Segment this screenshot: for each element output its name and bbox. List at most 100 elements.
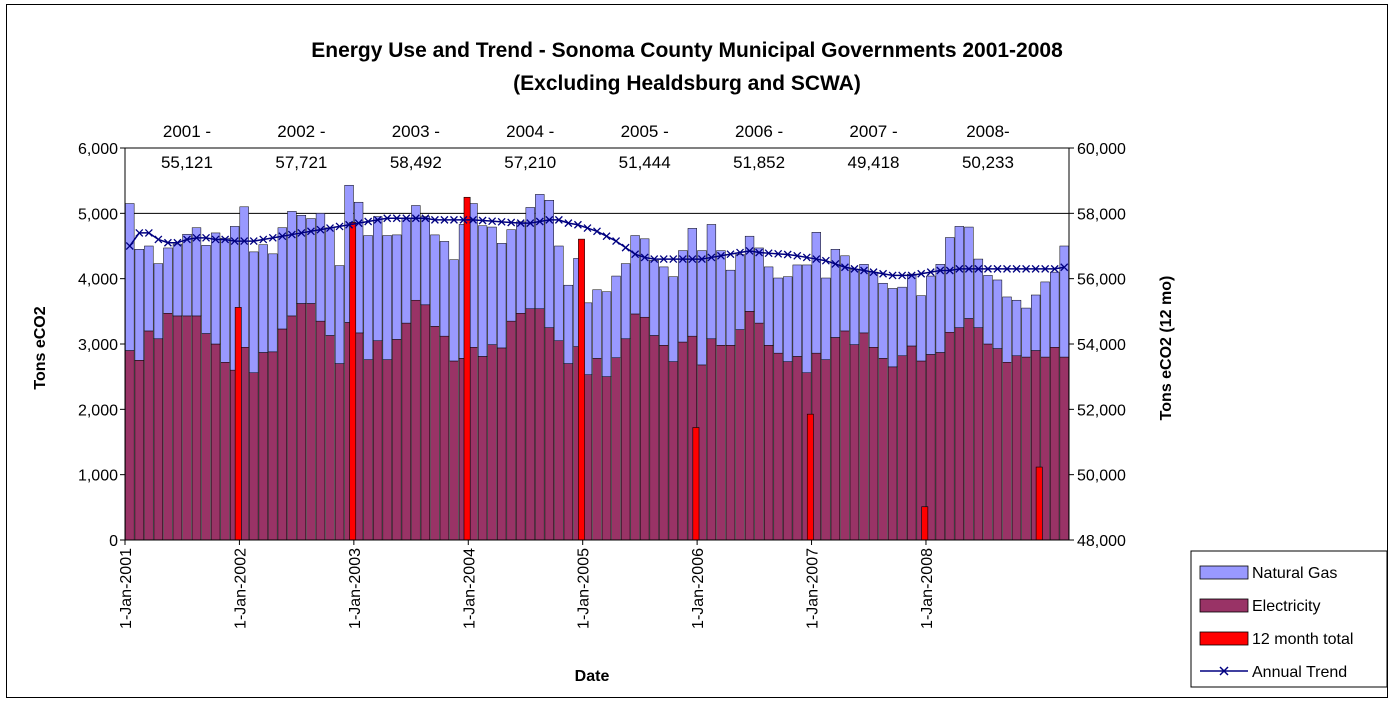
electricity-bar	[401, 322, 411, 541]
natural-gas-bar	[840, 255, 850, 332]
natural-gas-bar	[954, 226, 964, 328]
natural-gas-bar	[1040, 281, 1050, 358]
annual-trend-point	[793, 251, 802, 260]
y2-tick-label: 52,000	[1077, 402, 1126, 419]
natural-gas-bar	[315, 213, 326, 322]
annual-trend-point	[135, 228, 144, 237]
year-annotation-value: 55,121	[161, 153, 213, 172]
natural-gas-bar	[258, 244, 268, 353]
year-annotation-value: 58,492	[390, 153, 442, 172]
natural-gas-bar	[277, 227, 287, 330]
year-annotations: 2001 - 55,121 2002 - 57,721 2003 - 58,492 2004…	[161, 122, 1014, 172]
natural-gas-bar	[249, 251, 259, 373]
annual-trend-point	[840, 263, 849, 272]
legend-label-electricity: Electricity	[1252, 598, 1320, 615]
year-annotation-value: 51,444	[619, 153, 671, 172]
natural-gas-bar	[878, 282, 888, 359]
natural-gas-bar	[401, 218, 411, 324]
natural-gas-bar	[220, 237, 230, 363]
annual-trend-point	[221, 235, 230, 244]
electricity-bar	[296, 303, 307, 541]
twelve-month-total-bar	[463, 196, 471, 541]
natural-gas-bar	[373, 216, 383, 341]
y2-tick-label: 60,000	[1077, 141, 1126, 158]
electricity-bar	[907, 345, 917, 541]
annual-trend-point	[850, 264, 859, 273]
annual-trend-point	[983, 264, 992, 273]
legend-item-natural-gas: Natural Gas	[1199, 565, 1337, 582]
annual-trend-point	[430, 215, 439, 224]
electricity-bar	[983, 343, 993, 541]
annual-trend-point	[888, 271, 897, 280]
natural-gas-bar	[525, 207, 535, 309]
electricity-bar	[592, 358, 602, 541]
annual-trend-point	[860, 266, 868, 275]
natural-gas-bar	[811, 232, 821, 354]
natural-gas-bar	[306, 218, 316, 304]
chart-canvas: Energy Use and Trend - Sonoma County Mun…	[32, 39, 1388, 688]
electricity-bar	[487, 344, 497, 541]
annual-trend-point	[488, 217, 497, 226]
chart-title: Energy Use and Trend - Sonoma County Mun…	[311, 39, 1063, 62]
natural-gas-bar	[182, 233, 192, 317]
annual-trend-point	[802, 253, 811, 262]
x-tick-label: 1-Jan-2003	[347, 548, 364, 629]
legend-item-electricity: Electricity	[1199, 598, 1320, 615]
electricity-bar	[554, 340, 564, 541]
natural-gas-bar	[191, 227, 202, 317]
electricity-bar	[325, 335, 335, 541]
electricity-bar	[1021, 356, 1031, 541]
annual-trend-point	[1031, 264, 1040, 273]
natural-gas-bar	[554, 245, 564, 341]
twelve-month-total-bar	[921, 506, 929, 541]
electricity-bar	[544, 327, 554, 541]
annual-trend-point	[1060, 263, 1069, 272]
natural-gas-bar	[430, 234, 440, 327]
x-tick-label: 1-Jan-2001	[118, 548, 135, 629]
annual-trend-point	[354, 219, 363, 228]
electricity-bar	[945, 331, 955, 541]
electricity-bar	[620, 338, 631, 541]
natural-gas-bar	[134, 249, 144, 361]
electricity-bar	[134, 360, 144, 541]
x-tick-label: 1-Jan-2007	[805, 548, 822, 629]
annual-trend-point	[287, 230, 296, 239]
natural-gas-bar	[296, 215, 307, 304]
annual-trend-point	[774, 249, 783, 258]
natural-gas-bar	[640, 238, 650, 318]
electricity-bar	[258, 352, 268, 541]
electricity-bar	[640, 316, 650, 541]
electricity-bar	[277, 328, 287, 541]
annual-trend-point	[936, 266, 945, 275]
electricity-bar	[1050, 347, 1060, 541]
year-annotation-label: 2008-	[966, 122, 1009, 141]
annual-trend-point	[144, 228, 153, 237]
natural-gas-bar	[325, 227, 335, 336]
legend-marker-annual-trend	[1219, 666, 1229, 676]
annual-trend-point	[535, 217, 544, 226]
natural-gas-bar	[926, 275, 936, 355]
legend-swatch-natural-gas	[1199, 565, 1249, 580]
natural-gas-bar	[363, 235, 373, 360]
electricity-bar	[1011, 355, 1022, 541]
natural-gas-bar	[735, 254, 745, 330]
annual-trend-point	[573, 220, 582, 229]
electricity-bar	[973, 327, 984, 541]
y2-tick-label: 50,000	[1077, 468, 1126, 485]
annual-trend-point	[392, 214, 401, 223]
electricity-bar	[516, 313, 526, 541]
annual-trend-point	[659, 255, 668, 264]
annual-trend-point	[1022, 264, 1031, 273]
legend-label-natural-gas: Natural Gas	[1252, 565, 1337, 582]
annual-trend-point	[554, 215, 563, 224]
electricity-bar	[754, 322, 764, 541]
natural-gas-bar	[716, 250, 726, 346]
annual-trend-point	[783, 250, 792, 259]
annual-trend-point	[478, 216, 487, 225]
electricity-bar	[191, 315, 202, 541]
legend-item-12-month-total: 12 month total	[1199, 631, 1353, 648]
electricity-bar	[182, 315, 192, 541]
stacked-bars	[125, 184, 1069, 541]
natural-gas-bar	[897, 286, 907, 357]
natural-gas-bar	[210, 232, 221, 345]
